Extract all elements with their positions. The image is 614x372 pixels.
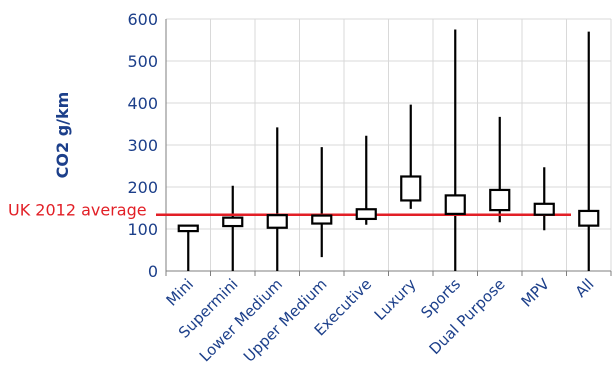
x-category-label: Luxury — [371, 275, 420, 324]
y-tick-label: 0 — [148, 262, 158, 281]
box — [222, 216, 244, 228]
box — [400, 175, 422, 202]
reference-line-label: UK 2012 average — [8, 201, 147, 220]
x-category-label: All — [572, 275, 598, 301]
axes — [165, 19, 612, 276]
box — [266, 214, 288, 229]
box — [533, 202, 555, 216]
box — [355, 208, 377, 221]
y-axis-label: CO2 g/km — [53, 92, 72, 179]
y-tick-label: 200 — [127, 178, 158, 197]
boxes — [177, 175, 600, 233]
box — [578, 209, 600, 227]
box — [489, 188, 511, 212]
y-tick-label: 500 — [127, 52, 158, 71]
x-category-label: MPV — [518, 275, 554, 311]
box — [444, 194, 466, 215]
y-tick-label: 400 — [127, 94, 158, 113]
y-tick-label: 100 — [127, 220, 158, 239]
whiskers — [187, 29, 590, 271]
gridlines — [166, 18, 612, 271]
box — [311, 214, 333, 225]
x-category-label: Mini — [163, 275, 198, 310]
y-tick-labels: 0 100 200 300 400 500 600 — [127, 10, 158, 281]
box — [177, 224, 199, 233]
y-tick-label: 300 — [127, 136, 158, 155]
y-tick-label: 600 — [127, 10, 158, 29]
